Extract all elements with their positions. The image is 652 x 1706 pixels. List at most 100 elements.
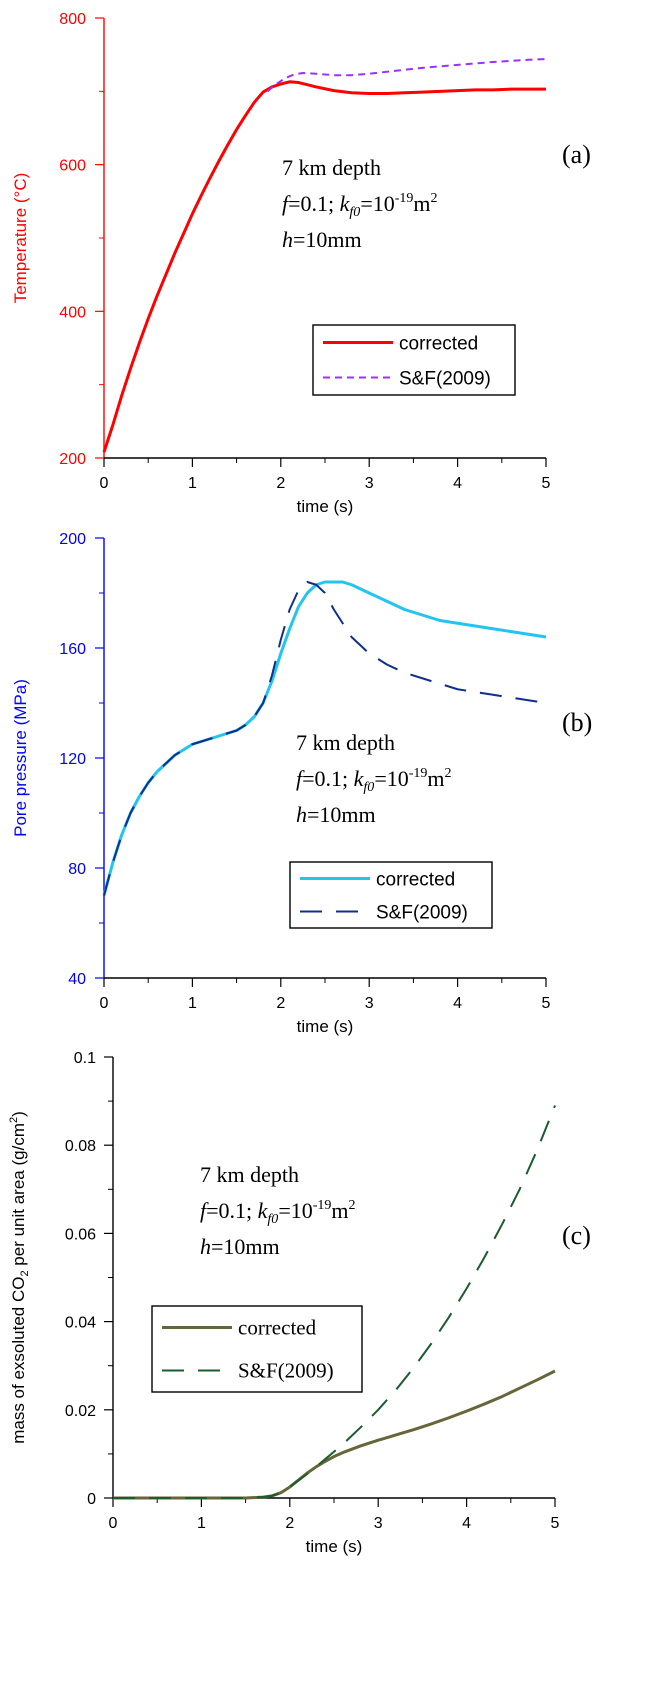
y-tick-label: 0.02 <box>65 1403 96 1420</box>
annotation-unit: m <box>413 191 430 216</box>
x-tick-label: 5 <box>551 1515 560 1532</box>
annotation-thickness: h=10mm <box>200 1234 280 1259</box>
series-line-sf2009 <box>113 1105 556 1499</box>
x-tick-label: 5 <box>542 995 551 1012</box>
annotation-depth: 7 km depth <box>282 155 381 180</box>
x-tick-label: 4 <box>462 1515 471 1532</box>
x-tick-label: 4 <box>453 475 462 492</box>
y-tick-label: 200 <box>59 531 86 548</box>
x-tick-label: 2 <box>285 1515 294 1532</box>
annotation-text: =10mm <box>293 227 362 252</box>
chart-panel-2: 0 1 2 3 4 5 time (s) 40 80 120 160 200 Pore pressure… <box>11 531 592 1036</box>
annotation-unit: m <box>331 1198 348 1223</box>
y-axis-title-text: mass of exsoluted CO <box>9 1277 28 1444</box>
y-axis-title-text: Pore pressure (MPa) <box>11 679 30 837</box>
annotation-h-symbol: h <box>200 1234 211 1259</box>
legend: corrected S&F(2009) <box>289 861 493 929</box>
annotation-unit-superscript: 2 <box>349 1198 356 1213</box>
annotation-k-subscript: f0 <box>267 1212 278 1227</box>
y-tick-label: 0.04 <box>65 1315 96 1332</box>
x-tick-label: 4 <box>453 995 462 1012</box>
annotation-unit: m <box>427 766 444 791</box>
annotation-f-symbol: f <box>200 1198 209 1223</box>
annotation-f-symbol: f <box>282 191 291 216</box>
y-axis-title: Pore pressure (MPa) <box>11 679 30 837</box>
x-tick-label: 3 <box>374 1515 383 1532</box>
legend-label-corrected: corrected <box>376 870 455 891</box>
y-tick-label: 80 <box>68 861 86 878</box>
x-axis-title: time (s) <box>297 1017 354 1036</box>
annotation-thickness: h=10mm <box>282 227 362 252</box>
y-tick-label: 120 <box>59 751 86 768</box>
y-axis-title: mass of exsoluted CO 2 per unit area (g/c… <box>8 1111 31 1444</box>
legend-label-sf2009: S&F(2009) <box>399 369 491 390</box>
y-tick-label: 200 <box>59 451 86 468</box>
annotation-k-symbol: k <box>354 766 365 791</box>
series-line-corrected <box>102 580 547 896</box>
series-line-sf2009 <box>103 581 547 896</box>
y-tick-label: 160 <box>59 641 86 658</box>
annotation-exponent: -19 <box>395 191 414 206</box>
legend-box <box>151 1305 363 1393</box>
x-tick-label: 0 <box>100 475 109 492</box>
series-line-sf2009 <box>266 58 547 93</box>
annotation-f-symbol: f <box>296 766 305 791</box>
annotation-depth: 7 km depth <box>296 730 395 755</box>
legend-box <box>312 324 516 396</box>
legend: corrected S&F(2009) <box>312 324 516 396</box>
annotation-params: f=0.1; kf0=10-19m2 <box>200 1198 356 1227</box>
y-tick-label: 0.06 <box>65 1226 96 1243</box>
annotation-k-symbol: k <box>340 191 351 216</box>
panel-tag: (b) <box>562 708 592 737</box>
legend-label-corrected: corrected <box>238 1316 317 1340</box>
y-axis-title-text: per unit area (g/cm <box>9 1123 28 1270</box>
legend-label-sf2009: S&F(2009) <box>376 903 468 924</box>
y-tick-label: 800 <box>59 11 86 28</box>
annotation-text: =0.1; <box>288 191 340 216</box>
annotation-text: =10mm <box>307 802 376 827</box>
annotation-unit-superscript: 2 <box>445 766 452 781</box>
x-tick-label: 3 <box>365 475 374 492</box>
annotation-text: =10 <box>360 191 394 216</box>
legend-box <box>289 861 493 929</box>
annotation-text: =10 <box>374 766 408 791</box>
annotation-depth: 7 km depth <box>200 1162 299 1187</box>
annotation: 7 km depth f=0.1; kf0=10-19m2 h=10mm <box>282 155 438 252</box>
annotation-h-symbol: h <box>296 802 307 827</box>
annotation-text: =10 <box>278 1198 312 1223</box>
x-tick-label: 1 <box>188 995 197 1012</box>
x-tick-label: 3 <box>365 995 374 1012</box>
x-tick-label: 1 <box>188 475 197 492</box>
series-line-corrected <box>102 80 546 453</box>
y-tick-label: 40 <box>68 971 86 988</box>
legend: corrected S&F(2009) <box>151 1305 363 1393</box>
legend-label-sf2009: S&F(2009) <box>238 1359 334 1383</box>
chart-panel-3: 0 1 2 3 4 5 time (s) 0 0.02 0.04 0.06 0.08 0.1 mass o… <box>8 1050 591 1556</box>
annotation-thickness: h=10mm <box>296 802 376 827</box>
x-tick-label: 0 <box>109 1515 118 1532</box>
annotation-text: =0.1; <box>302 766 354 791</box>
x-axis-title: time (s) <box>297 497 354 516</box>
annotation-params: f=0.1; kf0=10-19m2 <box>282 191 438 220</box>
annotation-unit-superscript: 2 <box>431 191 438 206</box>
annotation: 7 km depth f=0.1; kf0=10-19m2 h=10mm <box>296 730 452 827</box>
x-tick-label: 2 <box>276 475 285 492</box>
x-axis-title: time (s) <box>306 1537 363 1556</box>
series-line-corrected <box>113 1369 556 1500</box>
y-tick-label: 0.1 <box>74 1050 96 1067</box>
legend-label-corrected: corrected <box>399 334 478 355</box>
annotation-k-symbol: k <box>258 1198 269 1223</box>
y-tick-label: 0.08 <box>65 1138 96 1155</box>
annotation-k-subscript: f0 <box>363 780 374 795</box>
annotation-k-subscript: f0 <box>349 205 360 220</box>
annotation-exponent: -19 <box>313 1198 332 1213</box>
annotation-h-symbol: h <box>282 227 293 252</box>
annotation-params: f=0.1; kf0=10-19m2 <box>296 766 452 795</box>
annotation: 7 km depth f=0.1; kf0=10-19m2 h=10mm <box>200 1162 356 1259</box>
chart-panel-1: 0 1 2 3 4 5 time (s) 200 400 600 800 Temperature (°… <box>11 11 591 516</box>
panel-tag: (a) <box>562 140 591 169</box>
y-axis-title-text: Temperature (°C) <box>11 173 30 304</box>
y-axis-title-superscript: 2 <box>8 1117 20 1123</box>
y-tick-label: 400 <box>59 304 86 321</box>
